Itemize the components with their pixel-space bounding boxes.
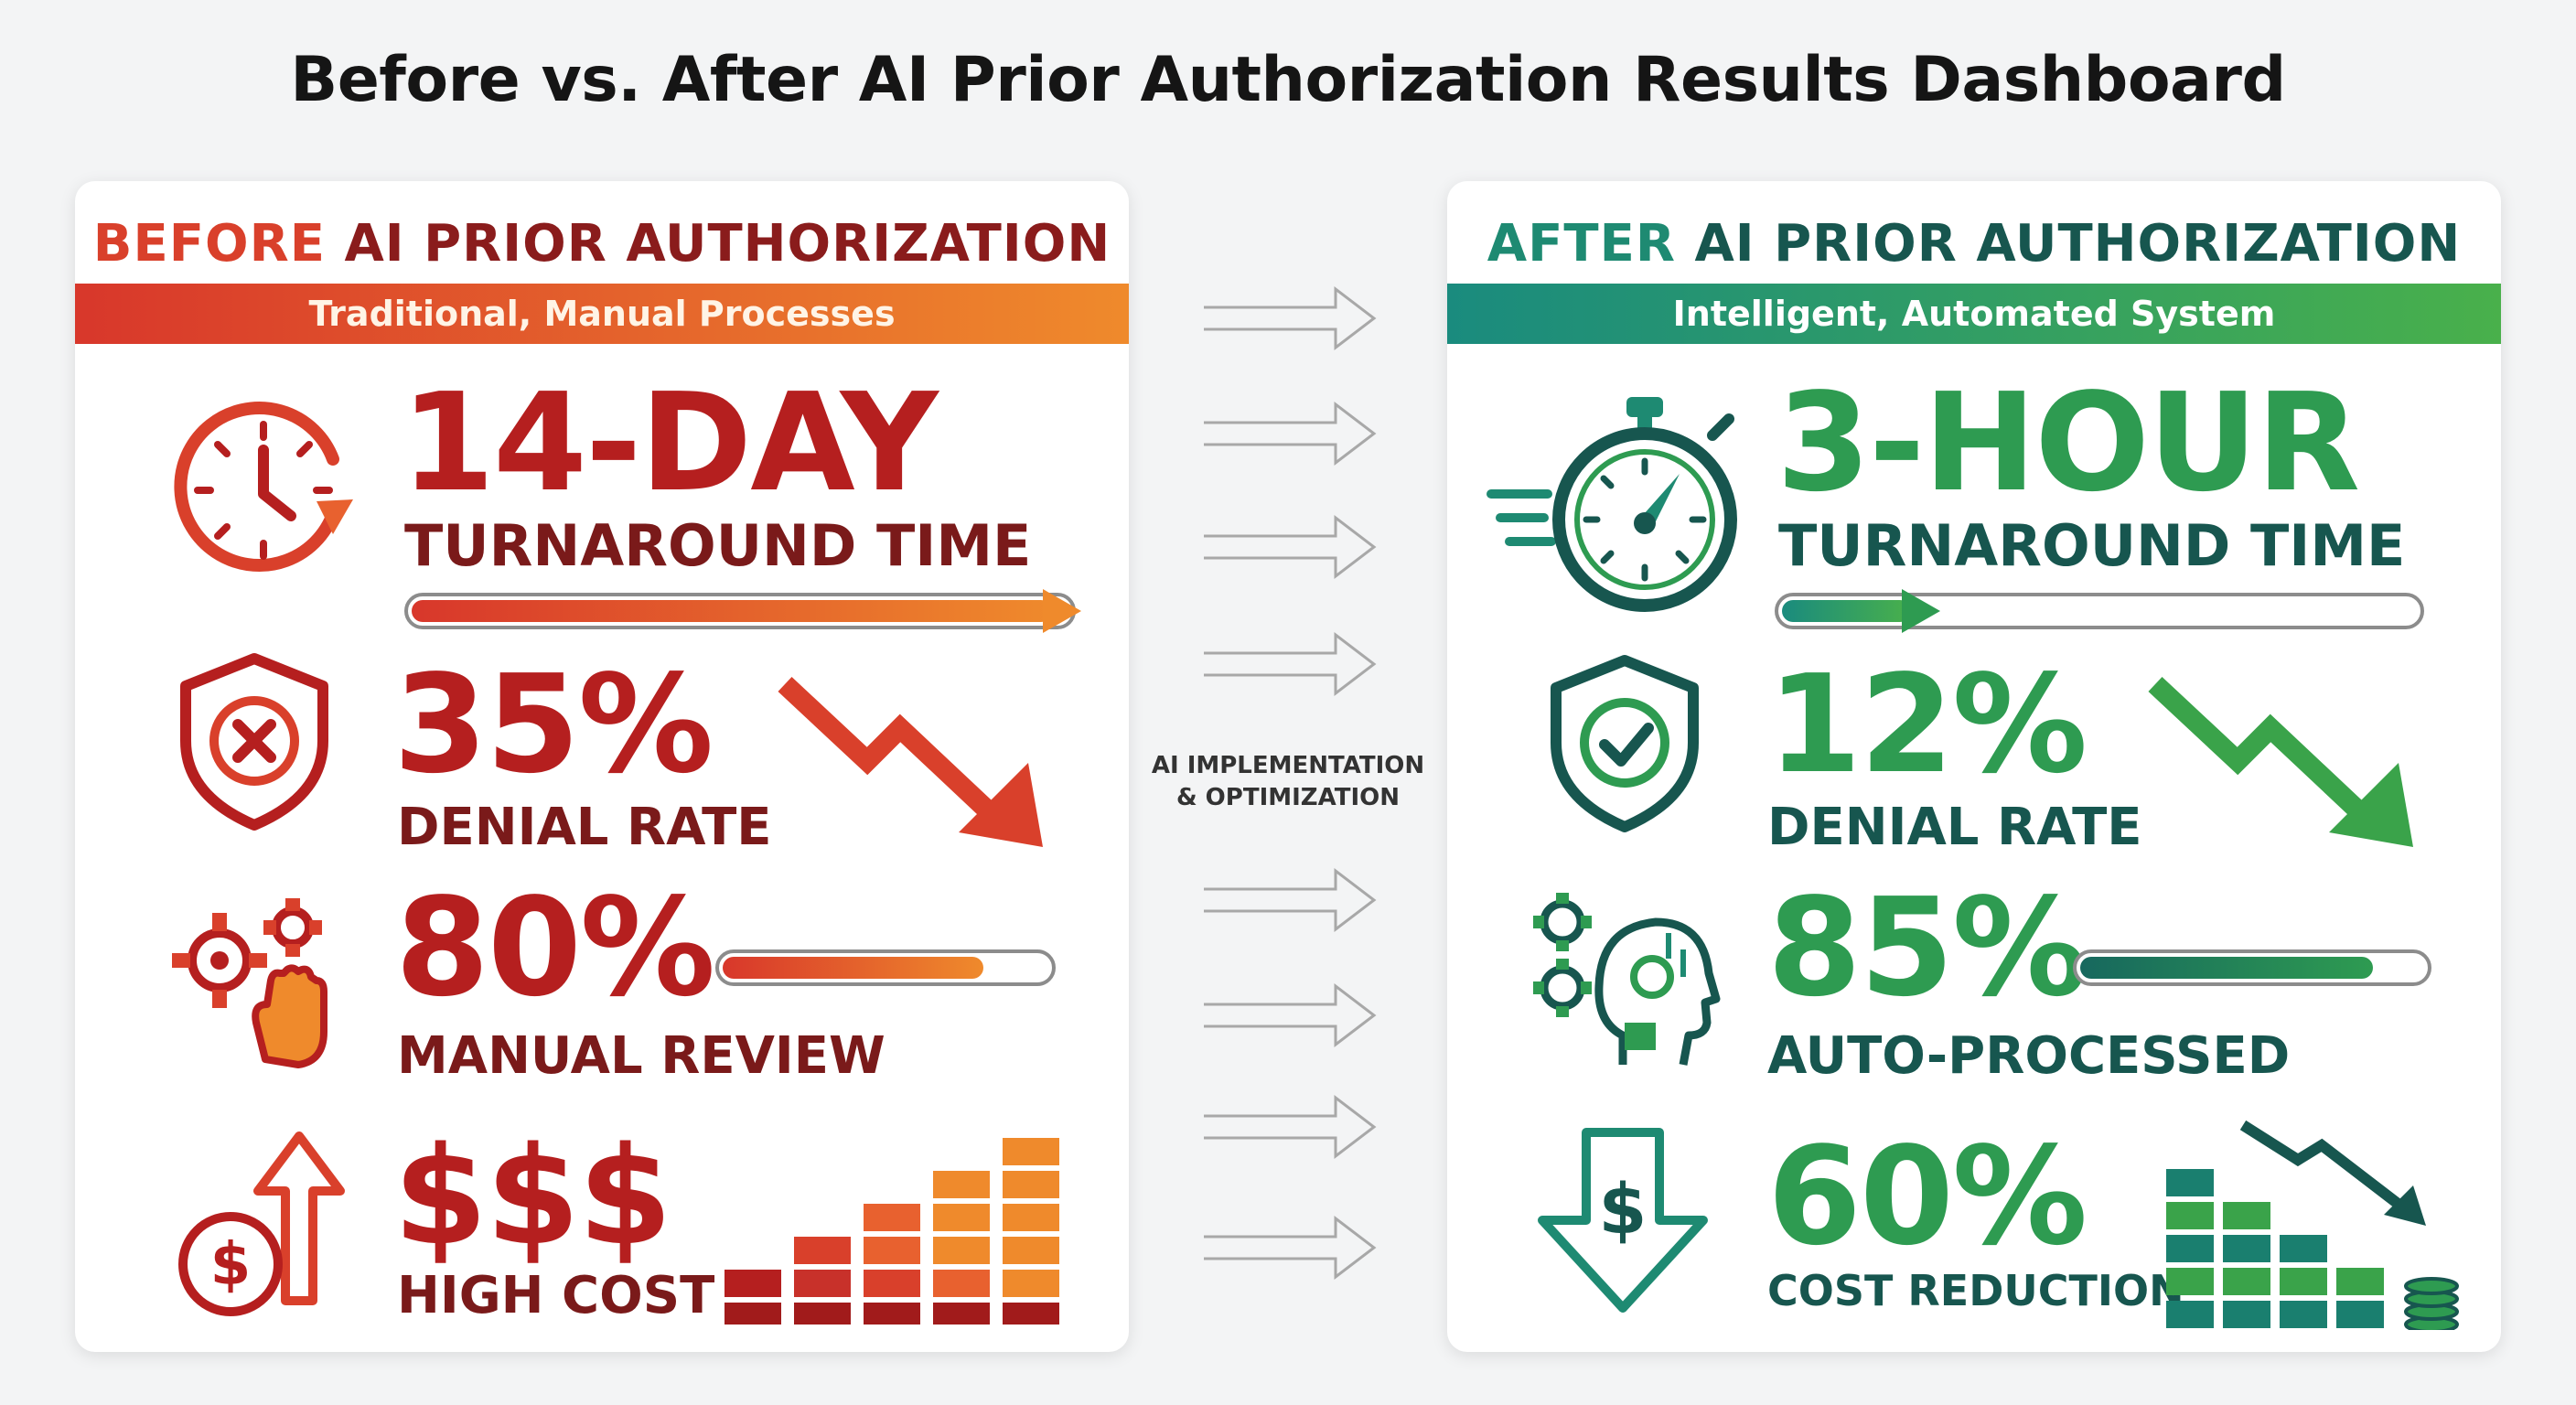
rising-bar-block (933, 1237, 990, 1264)
rising-bar-block (1003, 1237, 1059, 1264)
falling-bar-block (2280, 1235, 2327, 1262)
rising-bar-block (933, 1270, 990, 1297)
before-denial-value: 35% (393, 646, 714, 803)
falling-bar-block (2280, 1268, 2327, 1295)
before-turnaround-bar (402, 584, 1134, 638)
flow-arrow-icon (1204, 867, 1377, 933)
dollar-down-arrow-icon: $ (1531, 1120, 1714, 1321)
after-heading-rest: AI PRIOR AUTHORIZATION (1675, 214, 2462, 273)
after-turnaround-bar (1773, 584, 2431, 638)
flow-arrow-icon (1204, 1215, 1377, 1281)
after-turnaround-label: TURNAROUND TIME (1778, 512, 2406, 579)
rising-bar-block (794, 1237, 851, 1264)
after-auto-progress (2073, 949, 2431, 986)
before-turnaround-label: TURNAROUND TIME (404, 512, 1032, 579)
flow-arrow-icon (1204, 401, 1377, 467)
stopwatch-icon (1484, 384, 1758, 622)
flow-arrow-icon (1204, 514, 1377, 580)
falling-bar-block (2336, 1301, 2384, 1328)
rising-bar-block (864, 1303, 920, 1330)
flow-arrow-icon (1204, 982, 1377, 1048)
center-label-line-2: & OPTIMIZATION (1175, 784, 1401, 812)
falling-bar-block (2166, 1169, 2214, 1196)
rising-bar-block (794, 1303, 851, 1330)
before-heading-rest: AI PRIOR AUTHORIZATION (325, 214, 1111, 273)
flow-arrow-icon (1204, 1094, 1377, 1160)
before-turnaround-value: 14-DAY (401, 364, 939, 521)
trend-down-arrow-icon (2142, 660, 2426, 862)
before-heading-accent: BEFORE (92, 214, 326, 273)
falling-bar-block (2166, 1301, 2214, 1328)
after-auto-label: AUTO-PROCESSED (1767, 1026, 2291, 1086)
before-manual-progress (715, 949, 1056, 986)
before-panel: BEFORE AI PRIOR AUTHORIZATION Traditiona… (75, 181, 1129, 1352)
rising-bar-block (1003, 1171, 1059, 1198)
rising-bar-block (1003, 1204, 1059, 1231)
after-turnaround-value: 3-HOUR (1776, 364, 2360, 521)
center-label-line-1: AI IMPLEMENTATION (1151, 752, 1425, 779)
rising-bar-block (1003, 1270, 1059, 1297)
dollar-up-arrow-icon: $ (157, 1118, 368, 1328)
ai-implementation-label: AI IMPLEMENTATION & OPTIMIZATION (1143, 750, 1433, 814)
rising-bar-block (933, 1171, 990, 1198)
after-cost-value: 60% (1767, 1118, 2088, 1275)
dashboard-title: Before vs. After AI Prior Authorization … (290, 44, 2286, 116)
before-manual-value: 80% (395, 869, 715, 1026)
falling-bar-block (2223, 1202, 2270, 1229)
rising-bar-block (933, 1204, 990, 1231)
rising-bars-icon (719, 1123, 1076, 1330)
gears-hand-icon (156, 885, 348, 1078)
falling-bar-block (2223, 1301, 2270, 1328)
after-heading-accent: AFTER (1487, 214, 1676, 273)
svg-text:$: $ (1599, 1168, 1648, 1249)
falling-bars-coins-icon (2161, 1120, 2463, 1334)
rising-bar-block (724, 1303, 781, 1330)
falling-bar-block (2223, 1268, 2270, 1295)
falling-bar-block (2166, 1202, 2214, 1229)
after-auto-value: 85% (1767, 869, 2088, 1026)
rising-bar-block (864, 1204, 920, 1231)
falling-bar-block (2280, 1301, 2327, 1328)
shield-x-icon (172, 649, 337, 832)
flow-arrow-icon (1204, 631, 1377, 697)
before-cost-value: $$$ (393, 1118, 672, 1275)
before-subtitle-band: Traditional, Manual Processes (75, 284, 1129, 344)
clock-icon (154, 381, 373, 600)
falling-bar-block (2336, 1268, 2384, 1295)
before-heading: BEFORE AI PRIOR AUTHORIZATION (75, 214, 1129, 273)
falling-bar-block (2223, 1235, 2270, 1262)
before-subtitle: Traditional, Manual Processes (308, 294, 896, 334)
after-subtitle-band: Intelligent, Automated System (1447, 284, 2501, 344)
after-panel: AFTER AI PRIOR AUTHORIZATION Intelligent… (1447, 181, 2501, 1352)
flow-arrow-icon (1204, 285, 1377, 351)
rising-bar-block (864, 1237, 920, 1264)
rising-bar-block (1003, 1303, 1059, 1330)
falling-bar-block (2166, 1235, 2214, 1262)
before-denial-label: DENIAL RATE (397, 798, 772, 857)
svg-text:$: $ (210, 1231, 252, 1299)
falling-bar-block (2166, 1268, 2214, 1295)
after-subtitle: Intelligent, Automated System (1672, 294, 2276, 334)
ai-head-gears-icon (1522, 885, 1723, 1078)
rising-bar-block (933, 1303, 990, 1330)
after-cost-label: COST REDUCTION (1767, 1266, 2184, 1315)
rising-bar-block (724, 1270, 781, 1297)
rising-bar-block (864, 1270, 920, 1297)
after-heading: AFTER AI PRIOR AUTHORIZATION (1447, 214, 2501, 273)
before-cost-label: HIGH COST (397, 1266, 715, 1325)
trend-down-arrow-icon (772, 660, 1056, 862)
rising-bar-block (794, 1270, 851, 1297)
before-manual-label: MANUAL REVIEW (397, 1026, 886, 1086)
shield-check-icon (1542, 651, 1707, 834)
rising-bar-block (1003, 1138, 1059, 1165)
after-denial-label: DENIAL RATE (1767, 798, 2142, 857)
after-denial-value: 12% (1767, 646, 2088, 803)
